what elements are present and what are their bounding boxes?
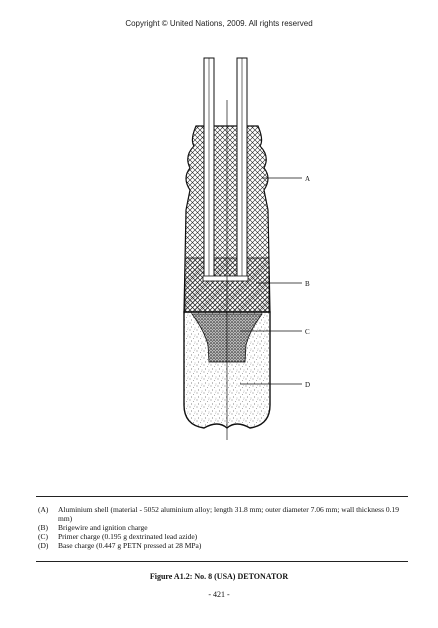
legend-key: (B)	[38, 523, 48, 532]
bridgewire	[202, 275, 249, 282]
copyright-notice: Copyright © United Nations, 2009. All ri…	[125, 19, 313, 28]
callout-b: B	[305, 280, 310, 288]
legend-bottom-rule	[36, 561, 408, 562]
callout-d: D	[305, 381, 310, 389]
legend-item: (B) Brigewire and ignition charge	[38, 523, 406, 532]
page-number: - 421 -	[208, 590, 230, 599]
legend-text: Base charge (0.447 g PETN pressed at 28 …	[58, 541, 202, 550]
legend-text: Brigewire and ignition charge	[58, 523, 148, 532]
legend-item: (D) Base charge (0.447 g PETN pressed at…	[38, 541, 406, 550]
legend-key: (A)	[38, 505, 49, 514]
callout-a: A	[305, 175, 310, 183]
legend-item: (C) Primer charge (0.195 g dextrinated l…	[38, 532, 406, 541]
figure-caption: Figure A1.2: No. 8 (USA) DETONATOR	[149, 572, 289, 581]
detonator-diagram: A B C D	[183, 57, 310, 440]
legend-key: (D)	[38, 541, 49, 550]
legend-text: Primer charge (0.195 g dextrinated lead …	[58, 532, 198, 541]
legend: (A) Aluminium shell (material - 5052 alu…	[38, 505, 406, 550]
legend-key: (C)	[38, 532, 48, 541]
legend-top-rule	[36, 496, 408, 497]
legend-text: Aluminium shell (material - 5052 alumini…	[58, 505, 399, 523]
legend-item: (A) Aluminium shell (material - 5052 alu…	[38, 505, 406, 523]
callout-c: C	[305, 328, 310, 336]
